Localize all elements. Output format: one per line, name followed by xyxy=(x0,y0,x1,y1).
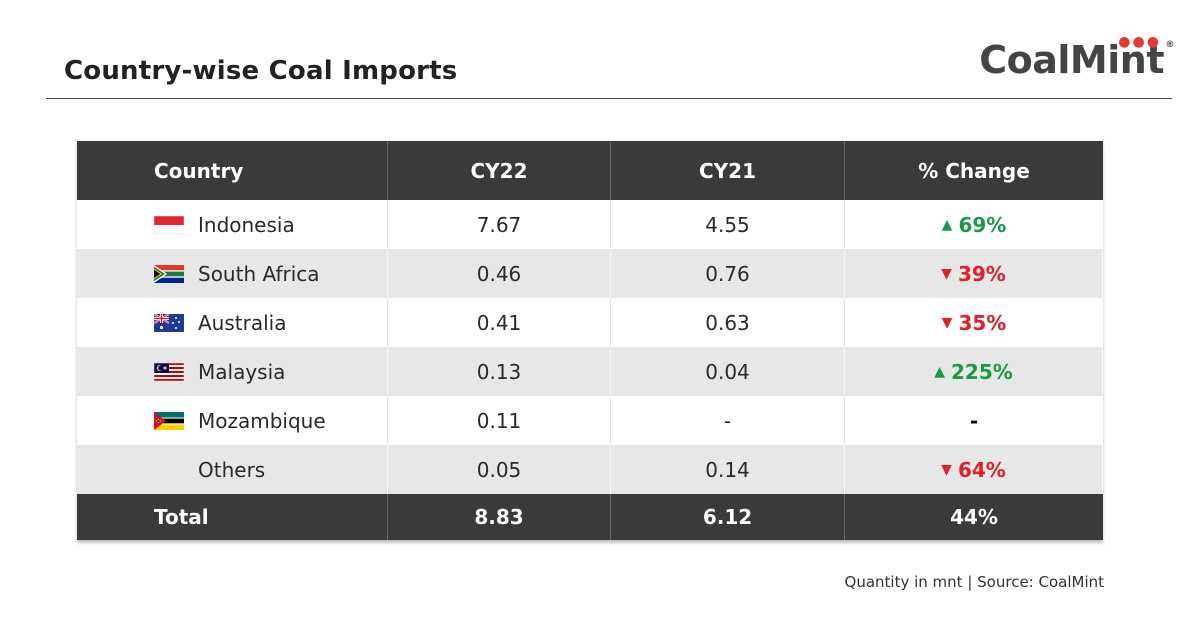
country-cell: Mozambique xyxy=(77,396,388,445)
total-cy21: 6.12 xyxy=(611,494,845,540)
table-row: Mozambique 0.11- - xyxy=(77,396,1103,445)
change-value: 225% xyxy=(950,359,1013,384)
title-divider xyxy=(46,98,1172,99)
arrow-down-icon: ▼ xyxy=(941,265,952,282)
cy21-cell: 0.04 xyxy=(611,347,845,396)
country-name: Australia xyxy=(198,310,287,335)
country-cell: Indonesia xyxy=(77,200,388,249)
cy21-cell: - xyxy=(611,396,845,445)
logo-dots-icon: ●●● xyxy=(1118,34,1161,50)
indonesia-flag-icon xyxy=(154,215,184,234)
arrow-up-icon: ▲ xyxy=(941,216,953,233)
header-cy22: CY22 xyxy=(388,141,611,200)
cy22-cell: 0.11 xyxy=(388,396,611,445)
country-name: Indonesia xyxy=(198,212,295,237)
country-name: Malaysia xyxy=(198,359,286,384)
page-title: Country-wise Coal Imports xyxy=(64,56,458,86)
logo-text: CoalMint xyxy=(979,38,1164,82)
change-cell: ▲ 69% xyxy=(845,200,1103,249)
change-cell: ▲ 225% xyxy=(845,347,1103,396)
change-value: 64% xyxy=(957,457,1006,482)
total-cy22: 8.83 xyxy=(388,494,611,540)
malaysia-flag-icon xyxy=(154,362,184,381)
table-row: Others 0.05 0.14 ▼ 64% xyxy=(77,445,1103,494)
cy22-cell: 0.13 xyxy=(388,347,611,396)
cy22-cell: 0.41 xyxy=(388,298,611,347)
australia-flag-icon xyxy=(154,313,184,332)
registered-mark: ® xyxy=(1165,40,1175,50)
country-name: South Africa xyxy=(198,261,320,286)
table-row: South Africa 0.46 0.76 ▼ 39% xyxy=(77,249,1103,298)
source-note: Quantity in mnt | Source: CoalMint xyxy=(844,573,1104,591)
table-header: Country CY22 CY21 % Change xyxy=(77,141,1103,200)
country-cell: Malaysia xyxy=(77,347,388,396)
country-name: Mozambique xyxy=(198,408,326,433)
total-row: Total 8.83 6.12 44% xyxy=(77,494,1103,540)
change-cell: ▼ 64% xyxy=(845,445,1103,494)
imports-table: Country CY22 CY21 % Change Indonesia 7.67… xyxy=(77,141,1103,540)
south-africa-flag-icon xyxy=(154,264,184,283)
arrow-up-icon: ▲ xyxy=(934,363,945,380)
change-value: 35% xyxy=(958,310,1007,335)
change-cell: ▼ 39% xyxy=(845,249,1103,298)
change-value: 69% xyxy=(958,212,1007,237)
cy21-cell: 0.63 xyxy=(611,298,845,347)
arrow-down-icon: ▼ xyxy=(941,314,953,331)
change-cell: ▼ 35% xyxy=(845,298,1103,347)
arrow-down-icon: ▼ xyxy=(941,461,952,478)
header-cy21: CY21 xyxy=(611,141,845,200)
total-change: 44% xyxy=(950,505,998,529)
table-row: Australia 0.41 0.63 ▼ 35% xyxy=(77,298,1103,347)
country-cell: Australia xyxy=(77,298,388,347)
coalmint-logo: CoalMint ●●● ® xyxy=(979,34,1174,82)
cy22-cell: 0.05 xyxy=(388,445,611,494)
country-cell: South Africa xyxy=(77,249,388,298)
cy21-cell: 0.14 xyxy=(611,445,845,494)
total-label: Total xyxy=(77,494,388,540)
change-value: 39% xyxy=(957,261,1006,286)
mozambique-flag-icon xyxy=(154,411,184,430)
header-country: Country xyxy=(77,141,388,200)
cy22-cell: 0.46 xyxy=(388,249,611,298)
country-name: Others xyxy=(198,457,266,482)
header-change: % Change xyxy=(918,158,1030,183)
cy21-cell: 4.55 xyxy=(611,200,845,249)
cy21-cell: 0.76 xyxy=(611,249,845,298)
table-row: Indonesia 7.67 4.55 ▲ 69% xyxy=(77,200,1103,249)
change-value: - xyxy=(969,408,979,433)
change-cell: - xyxy=(845,396,1103,445)
cy22-cell: 7.67 xyxy=(388,200,611,249)
country-cell: Others xyxy=(77,445,388,494)
table-row: Malaysia 0.13 0.04 ▲ 225% xyxy=(77,347,1103,396)
table-body: Indonesia 7.67 4.55 ▲ 69% South Africa 0.46 0.7… xyxy=(77,200,1103,494)
